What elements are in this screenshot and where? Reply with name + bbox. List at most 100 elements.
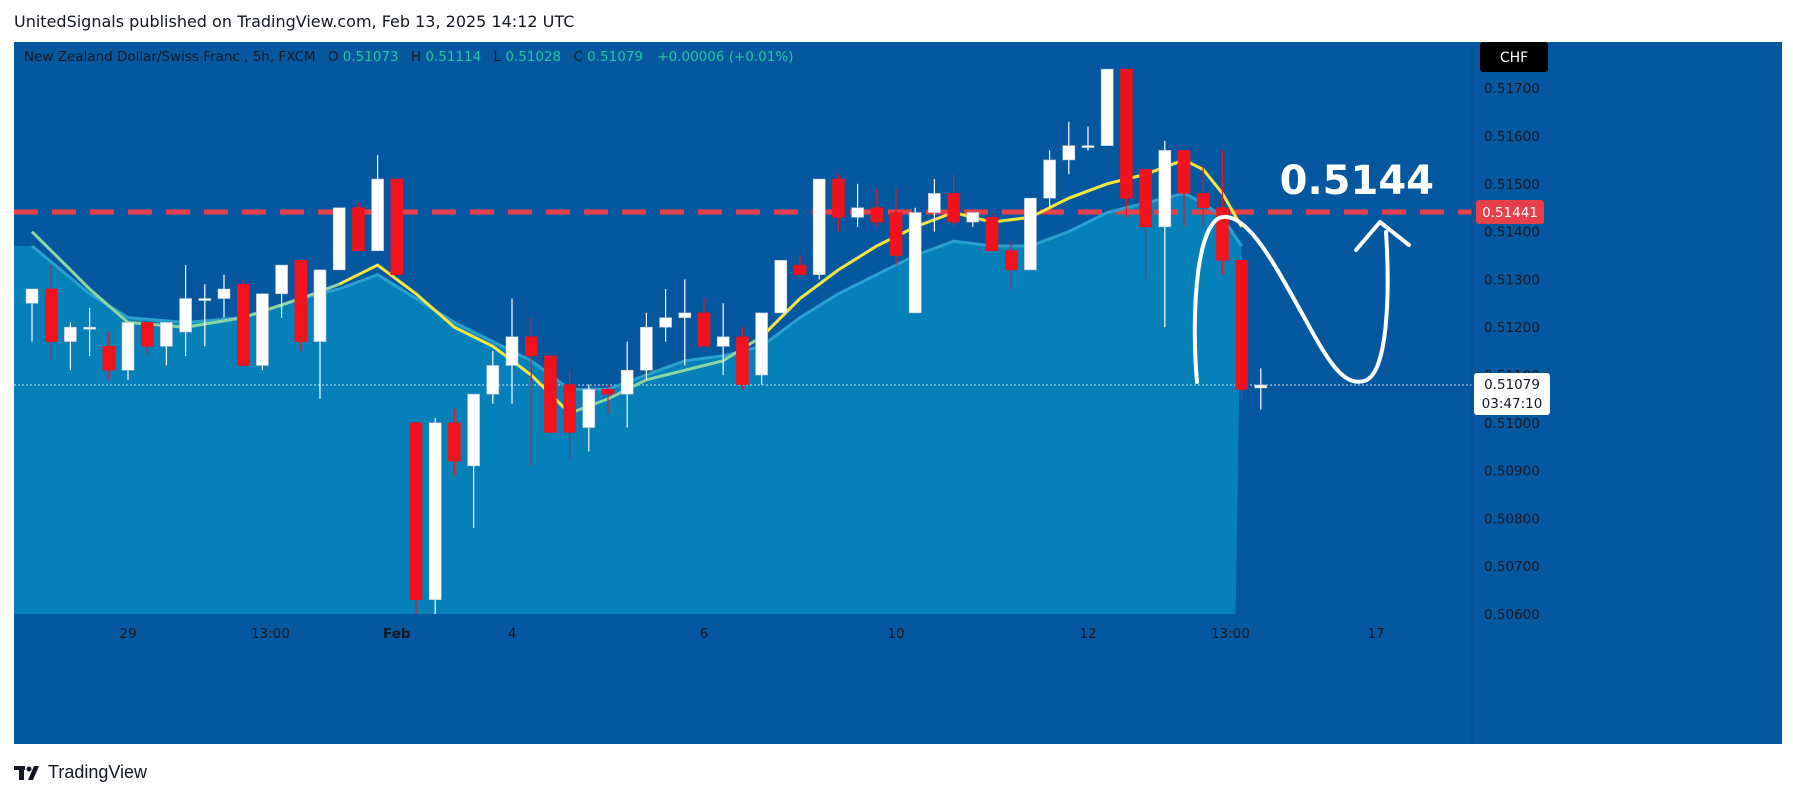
low-value: 0.51028 (505, 49, 561, 65)
candle-body (620, 369, 634, 395)
high-label: H (411, 49, 421, 65)
candle (236, 279, 250, 366)
level-price-tag: 0.51441 (1476, 200, 1544, 225)
chart-frame[interactable]: 0.5144 New Zealand Dollar/Swiss Franc , … (14, 42, 1782, 744)
candle (716, 303, 730, 376)
projection-drawing[interactable] (1192, 214, 1411, 384)
candle (409, 422, 423, 614)
candle-body (1024, 197, 1037, 271)
price-tick-label: 0.51000 (1484, 416, 1540, 432)
candle (448, 408, 461, 476)
candle (1177, 150, 1191, 227)
high-value: 0.51114 (425, 49, 481, 65)
candle-body (1081, 145, 1095, 148)
candle-body (140, 322, 154, 347)
candle-body (236, 283, 250, 366)
candle-body (582, 389, 596, 428)
candle-body (601, 389, 615, 395)
price-axis[interactable]: 0.506000.507000.508000.509000.510000.511… (1484, 81, 1540, 623)
price-tick-label: 0.51600 (1484, 129, 1540, 145)
candle (294, 260, 308, 352)
candle-body (371, 178, 384, 252)
price-chart[interactable]: 0.5144 New Zealand Dollar/Swiss Franc , … (14, 42, 1782, 744)
candle-body (563, 384, 576, 433)
brand-name: TradingView (48, 762, 148, 782)
price-tick-label: 0.51300 (1484, 272, 1540, 288)
change-value: +0.00006 (+0.01%) (657, 49, 793, 65)
candle-body (275, 264, 288, 295)
close-value: 0.51079 (587, 49, 643, 65)
time-tick-label: 10 (887, 626, 904, 642)
candle-body (64, 326, 77, 342)
candle-body (985, 216, 999, 252)
candle (966, 212, 980, 227)
candle (736, 327, 749, 390)
price-tick-label: 0.51500 (1484, 177, 1540, 193)
candle-body (832, 178, 845, 218)
candle-body (1004, 250, 1018, 271)
candle-body (1216, 207, 1229, 261)
candle (64, 322, 77, 371)
candle (1235, 260, 1248, 399)
candle (640, 312, 653, 380)
candle-body (467, 393, 480, 467)
candle (467, 393, 480, 528)
currency-badge[interactable]: CHF (1480, 42, 1548, 72)
candle (371, 155, 384, 252)
candle-body (313, 269, 327, 342)
candle-body (428, 422, 442, 600)
candle (889, 188, 903, 266)
open-value: 0.51073 (343, 49, 399, 65)
candle (352, 202, 365, 252)
candle (1081, 126, 1095, 151)
candle (985, 212, 999, 252)
arrow-head-icon (1354, 220, 1411, 252)
time-tick-label: Feb (383, 626, 411, 642)
candle-body (448, 422, 461, 462)
candle (256, 293, 269, 371)
candle (601, 384, 615, 414)
candle (1139, 169, 1152, 280)
candle (1004, 241, 1018, 289)
countdown-label: 03:47:10 (1482, 396, 1543, 412)
currency-label: CHF (1500, 50, 1528, 66)
tradingview-logo[interactable]: TradingView (14, 762, 147, 783)
candle (25, 288, 39, 342)
candle (1254, 368, 1268, 410)
candle (755, 312, 768, 385)
symbol-title: New Zealand Dollar/Swiss Franc , 5h, FXC… (24, 49, 316, 65)
candle (524, 317, 538, 466)
candle-body (659, 317, 672, 328)
candle (1043, 150, 1056, 208)
candle (812, 178, 826, 280)
candle-body (1120, 68, 1133, 199)
candle-body (83, 326, 96, 330)
candle (563, 370, 576, 462)
price-tick-label: 0.50600 (1484, 607, 1540, 623)
candle-body (889, 212, 903, 256)
candle-body (544, 355, 557, 433)
price-tick-label: 0.50900 (1484, 464, 1540, 480)
candle (659, 288, 672, 342)
candle (140, 322, 154, 356)
candle-body (217, 288, 231, 299)
target-label[interactable]: 0.5144 (1280, 158, 1434, 204)
candle-body (1062, 145, 1076, 161)
candle-body (966, 212, 980, 223)
candle-body (908, 212, 922, 314)
price-tick-label: 0.50700 (1484, 559, 1540, 575)
low-label: L (493, 49, 501, 65)
price-tick-label: 0.51700 (1484, 81, 1540, 97)
close-label: C (573, 49, 582, 65)
candle-body (44, 288, 58, 342)
candle (947, 174, 960, 227)
candle-body (121, 322, 135, 371)
candle-body (25, 288, 39, 304)
candle (1120, 68, 1133, 218)
level-price-label: 0.51441 (1482, 205, 1538, 221)
candle-body (332, 207, 346, 271)
candle-body (352, 207, 365, 252)
candle (102, 332, 116, 380)
time-axis[interactable]: 29 13:00 Feb 4 6 10 12 13:00 17 (119, 626, 1384, 642)
price-tick-label: 0.51400 (1484, 225, 1540, 241)
